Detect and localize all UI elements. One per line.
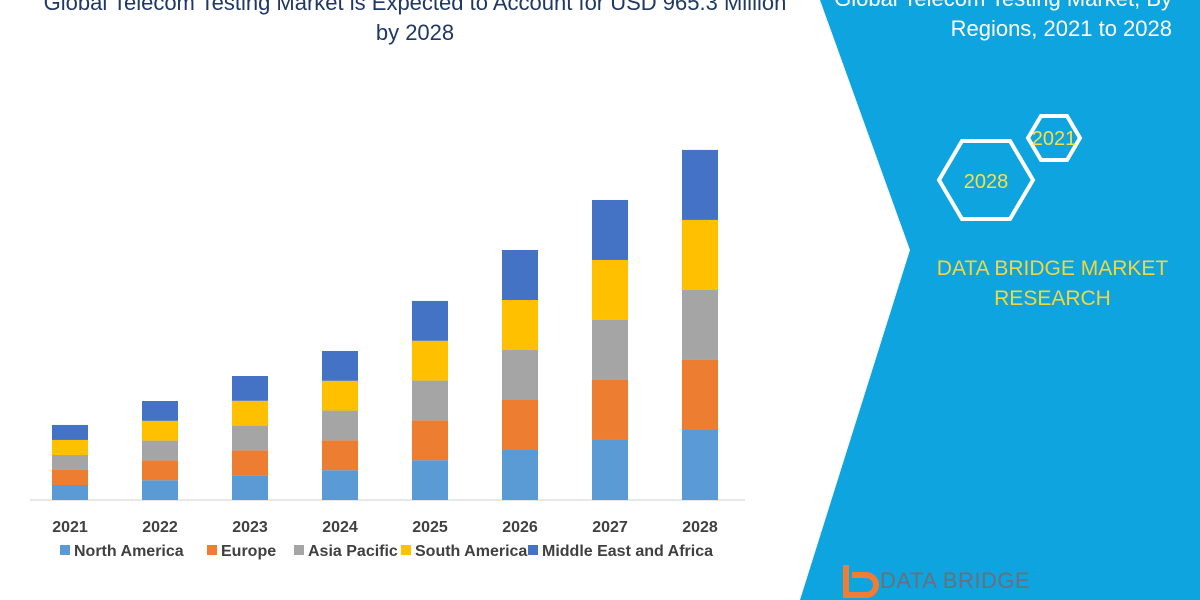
bar-2021-south-america [52, 439, 88, 455]
bar-2027-north-america [592, 439, 628, 500]
legend-swatch [207, 545, 217, 555]
title-line-2: by 2028 [375, 20, 455, 45]
bar-2025-europe [412, 420, 448, 461]
bar-2028-south-america [682, 219, 718, 290]
legend-label: South America [415, 543, 527, 560]
bar-2021-europe [52, 469, 88, 485]
legend-label: Middle East and Africa [542, 543, 713, 560]
bar-2024-middle-east-and-africa [322, 350, 358, 381]
x-tick-label: 2026 [502, 519, 538, 536]
hexagon-2028: 2028 [936, 139, 1036, 221]
bar-2022-middle-east-and-africa [142, 401, 178, 421]
bar-2026-north-america [502, 450, 538, 500]
bar-2024-asia-pacific [322, 410, 358, 441]
x-tick-label: 2023 [232, 519, 268, 536]
legend-swatch [401, 545, 411, 555]
bar-2023-north-america [232, 475, 268, 500]
brand-text: DATA BRIDGE MARKET RESEARCH [920, 254, 1185, 314]
bar-2027-middle-east-and-africa [592, 199, 628, 260]
side-panel-background [800, 0, 1200, 600]
title-line-1: Global Telecom Testing Market is Expecte… [43, 0, 787, 15]
bar-2027-south-america [592, 259, 628, 320]
hex-label-2021: 2021 [1032, 128, 1077, 150]
legend-label: Europe [221, 543, 276, 560]
legend-swatch [528, 545, 538, 555]
legend-swatch [60, 545, 70, 555]
bar-2026-asia-pacific [502, 350, 538, 400]
x-tick-label: 2021 [52, 519, 88, 536]
bar-2022-south-america [142, 420, 178, 441]
bar-2025-middle-east-and-africa [412, 300, 448, 341]
bar-2023-asia-pacific [232, 425, 268, 451]
hexagon-2021: 2021 [1025, 114, 1083, 162]
bar-2025-north-america [412, 460, 448, 500]
hex-label-2028: 2028 [964, 171, 1009, 193]
brand-line-2: RESEARCH [994, 287, 1111, 310]
bar-2021-middle-east-and-africa [52, 424, 88, 440]
side-title-line-1: Global Telecom Testing Market, By [834, 0, 1172, 14]
logo-icon [843, 565, 879, 598]
brand-line-1: DATA BRIDGE MARKET [936, 257, 1169, 280]
chart-title: Global Telecom Testing Market is Expecte… [0, 0, 830, 48]
bar-2027-europe [592, 379, 628, 440]
bar-2023-europe [232, 450, 268, 476]
bar-2028-north-america [682, 429, 718, 500]
x-tick-label: 2027 [592, 519, 628, 536]
bar-2028-europe [682, 359, 718, 430]
bar-2025-asia-pacific [412, 380, 448, 421]
bar-2022-asia-pacific [142, 440, 178, 461]
side-title-line-2: Regions, 2021 to 2028 [950, 16, 1172, 41]
legend-label: Asia Pacific [308, 543, 398, 560]
bar-2025-south-america [412, 340, 448, 381]
legend-swatch [294, 545, 304, 555]
bar-2027-asia-pacific [592, 319, 628, 380]
bar-2022-europe [142, 460, 178, 481]
bar-2026-south-america [502, 300, 538, 350]
bar-2024-europe [322, 440, 358, 471]
bar-2024-north-america [322, 470, 358, 500]
bar-2028-asia-pacific [682, 289, 718, 360]
logo-text: DATA BRIDGE [880, 568, 1031, 593]
bar-2021-north-america [52, 484, 88, 500]
side-panel-title: Global Telecom Testing Market, By Region… [834, 0, 1172, 44]
bar-2026-europe [502, 400, 538, 450]
bar-2022-north-america [142, 480, 178, 500]
legend-label: North America [74, 543, 184, 560]
x-tick-label: 2025 [412, 519, 448, 536]
bar-2023-middle-east-and-africa [232, 375, 268, 401]
x-tick-label: 2028 [682, 519, 718, 536]
x-tick-label: 2024 [322, 519, 358, 536]
bar-2026-middle-east-and-africa [502, 250, 538, 300]
bar-2028-middle-east-and-africa [682, 149, 718, 220]
x-tick-label: 2022 [142, 519, 178, 536]
bar-2021-asia-pacific [52, 454, 88, 470]
bar-2024-south-america [322, 380, 358, 411]
bar-2023-south-america [232, 400, 268, 426]
